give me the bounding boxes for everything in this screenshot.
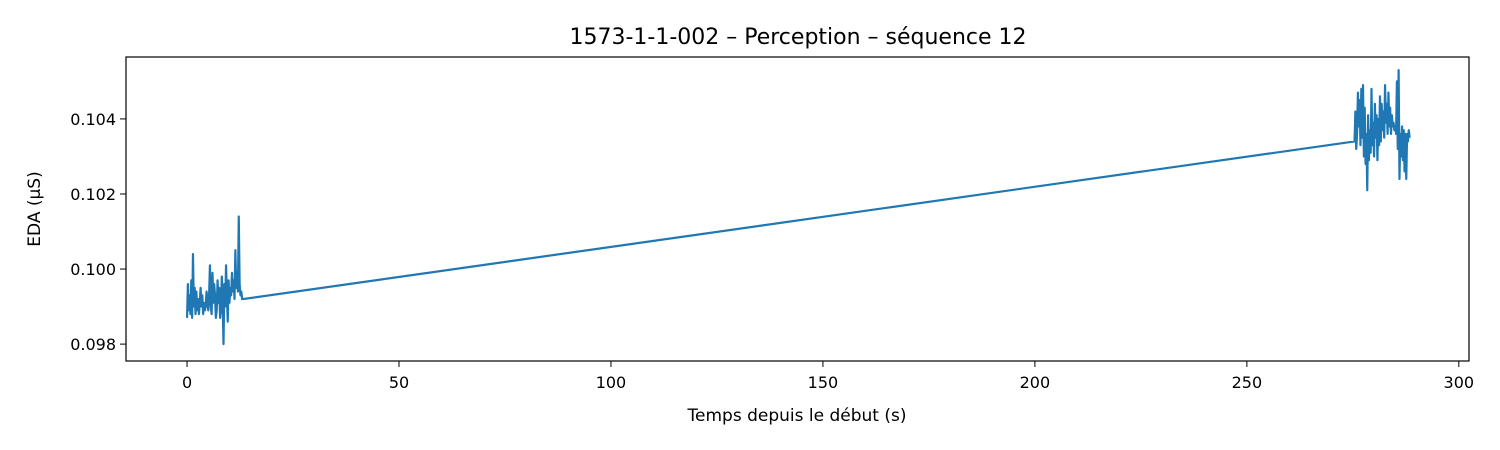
x-tick-label: 100: [596, 373, 627, 392]
x-tick-label: 200: [1020, 373, 1051, 392]
y-axis-label: EDA (µS): [25, 171, 45, 246]
y-tick-label: 0.104: [70, 110, 116, 129]
y-tick-label: 0.102: [70, 185, 116, 204]
x-axis: 0 50 100 150 200 250 300: [182, 361, 1474, 392]
chart-title: 1573-1-1-002 – Perception – séquence 12: [569, 25, 1026, 50]
y-tick-label: 0.100: [70, 260, 116, 279]
plot-area: [185, 69, 1411, 346]
y-axis: 0.098 0.100 0.102 0.104: [70, 110, 126, 354]
x-tick-label: 50: [389, 373, 409, 392]
series-line-0: [185, 69, 1411, 346]
plot-frame: [125, 56, 1470, 362]
x-tick-label: 0: [182, 373, 192, 392]
x-axis-label: Temps depuis le début (s): [687, 406, 907, 426]
y-tick-label: 0.098: [70, 335, 116, 354]
x-tick-label: 150: [808, 373, 839, 392]
x-tick-label: 300: [1444, 373, 1475, 392]
x-tick-label: 250: [1232, 373, 1263, 392]
